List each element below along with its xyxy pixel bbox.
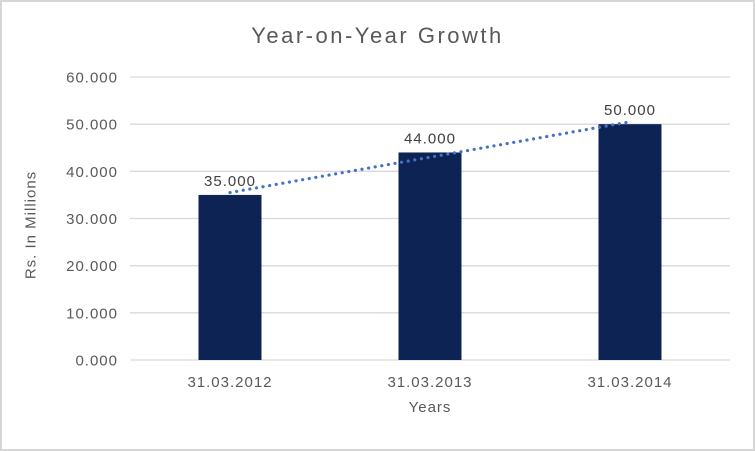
bar bbox=[198, 194, 262, 360]
y-tick-label: 40.000 bbox=[66, 164, 118, 181]
y-tick-label: 10.000 bbox=[66, 305, 118, 322]
y-tick-label: 50.000 bbox=[66, 117, 118, 134]
bar bbox=[398, 152, 462, 360]
data-label: 44.000 bbox=[404, 130, 456, 147]
x-tick-label: 31.03.2013 bbox=[387, 374, 472, 391]
data-label: 35.000 bbox=[204, 173, 256, 190]
chart-title: Year-on-Year Growth bbox=[251, 23, 504, 48]
y-tick-label: 20.000 bbox=[66, 258, 118, 275]
data-label: 50.000 bbox=[604, 102, 656, 119]
y-tick-label: 60.000 bbox=[66, 70, 118, 87]
y-tick-label: 30.000 bbox=[66, 211, 118, 228]
y-tick-label: 0.000 bbox=[75, 353, 118, 370]
trendline bbox=[228, 120, 632, 195]
x-tick-label: 31.03.2014 bbox=[587, 374, 672, 391]
x-tick-label: 31.03.2012 bbox=[187, 374, 272, 391]
x-axis-title: Years bbox=[408, 399, 452, 416]
bar bbox=[598, 124, 662, 361]
